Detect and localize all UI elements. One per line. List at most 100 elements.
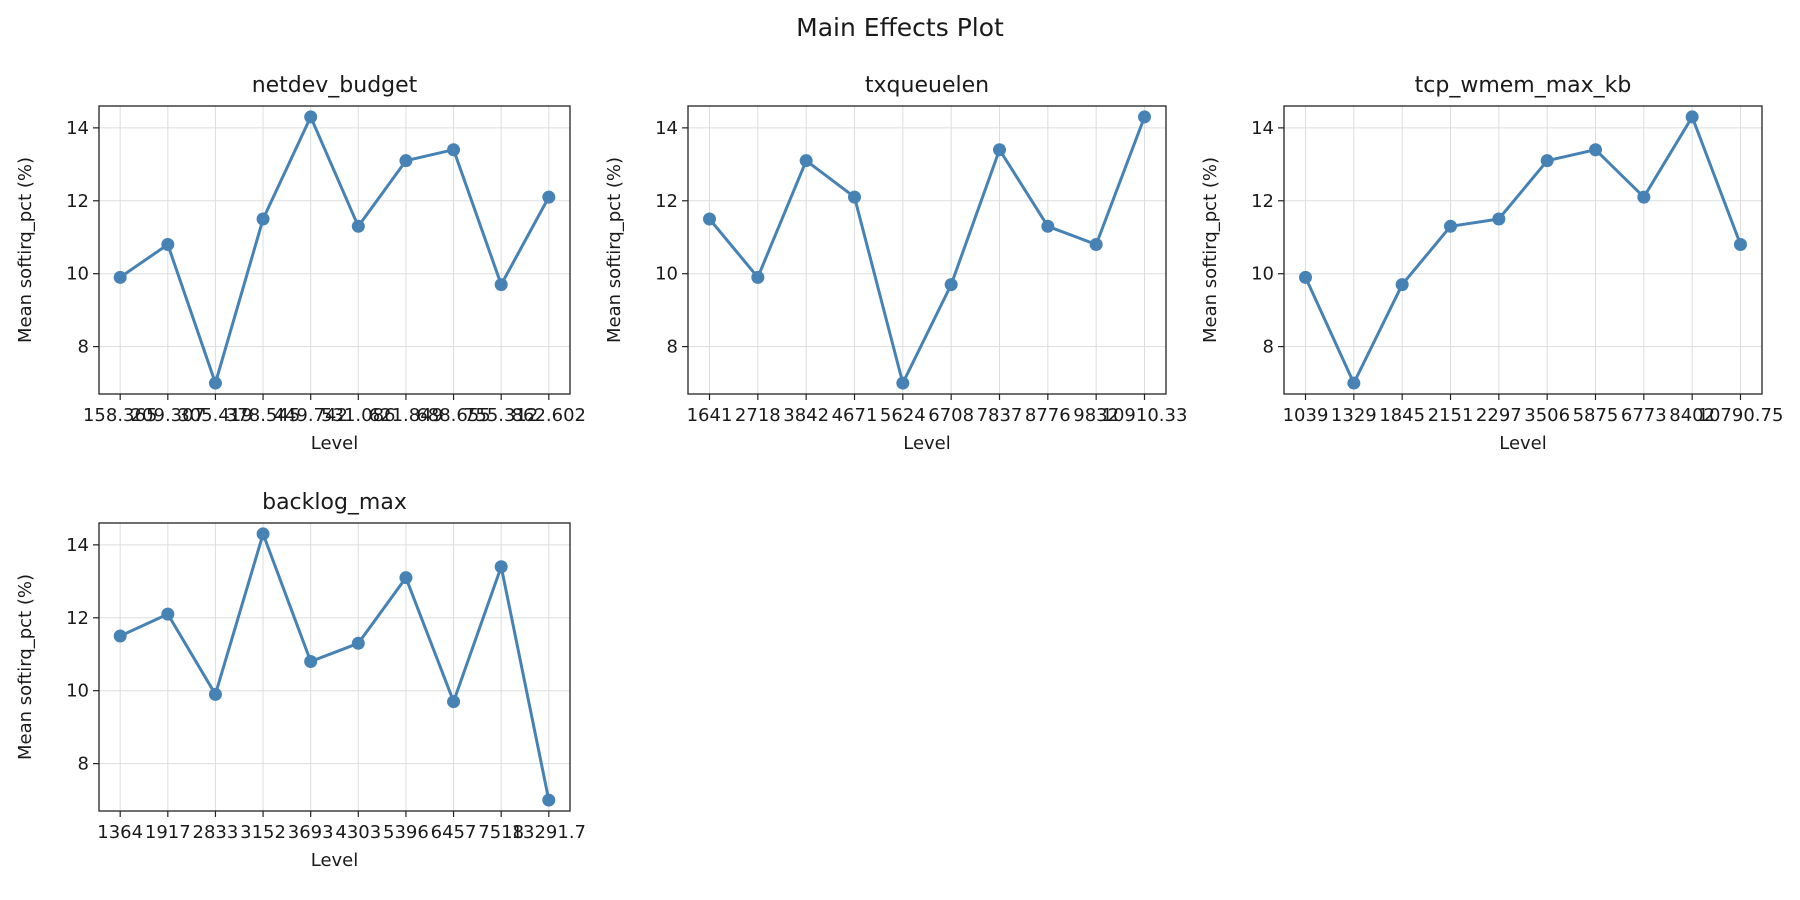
data-point	[1041, 219, 1055, 233]
series-line	[119, 115, 551, 385]
x-tick-label: 6773	[1621, 405, 1667, 426]
x-tick-label: 1641	[687, 405, 733, 426]
x-tick-label: 621.849	[369, 405, 443, 426]
x-tick-label: 1917	[145, 822, 191, 843]
x-tick-label: 378.545	[226, 405, 300, 426]
x-axis-label: Level	[311, 433, 359, 454]
plot-frame	[98, 105, 571, 395]
data-point	[494, 278, 508, 292]
subplot-1: 8 10 12 14 158.365209.307305.419378.545449.7…	[15, 73, 586, 454]
x-tick-label: 209.307	[131, 405, 205, 426]
x-tick-label: 2833	[193, 822, 239, 843]
x-tick-label: 2151	[1428, 405, 1474, 426]
data-point	[399, 154, 413, 168]
data-point	[208, 376, 222, 390]
data-point	[494, 560, 508, 574]
x-tick-label: 305.419	[178, 405, 252, 426]
data-point	[351, 219, 365, 233]
y-tick-label: 10	[66, 264, 89, 285]
x-axis-label: Level	[903, 433, 951, 454]
data-point	[1492, 212, 1506, 226]
series-line	[708, 116, 1146, 385]
x-tick-label: 3152	[240, 822, 286, 843]
x-tick-label: 1364	[97, 822, 143, 843]
data-point	[1685, 110, 1699, 124]
series-line	[119, 532, 551, 801]
x-tick-label: 2718	[735, 405, 781, 426]
y-axis-label: Mean softirq_pct (%)	[15, 157, 36, 343]
data-point	[1137, 110, 1151, 124]
x-tick-label: 5396	[383, 822, 429, 843]
subplot-4: 8 10 12 14 1364 1917 2833 3152 3693 4303 5396 6457 7…	[15, 490, 586, 871]
y-tick-label: 12	[66, 191, 89, 212]
data-point	[944, 278, 958, 292]
x-tick-label: 688.655	[416, 405, 490, 426]
data-point	[1637, 190, 1651, 204]
data-point	[447, 695, 461, 709]
data-point	[161, 607, 175, 621]
data-point	[399, 571, 413, 585]
y-tick-label: 10	[655, 264, 678, 285]
y-tick-label: 8	[667, 337, 678, 358]
y-axis-label: Mean softirq_pct (%)	[1200, 157, 1221, 343]
subplot-title: txqueuelen	[865, 73, 989, 98]
x-tick-label: 3693	[288, 822, 334, 843]
y-tick-label: 8	[78, 337, 89, 358]
y-tick-label: 10	[66, 681, 89, 702]
x-tick-label: 10910.33	[1102, 405, 1188, 426]
y-axis-label: Mean softirq_pct (%)	[15, 574, 36, 760]
x-tick-label: 6708	[928, 405, 974, 426]
x-tick-label: 8776	[1025, 405, 1071, 426]
x-tick-label: 10790.75	[1698, 405, 1784, 426]
data-point	[113, 270, 127, 284]
data-point	[447, 143, 461, 157]
data-point	[542, 190, 556, 204]
y-tick-label: 8	[1263, 337, 1274, 358]
x-tick-label: 158.365	[83, 405, 157, 426]
y-tick-label: 14	[66, 118, 89, 139]
x-tick-label: 8402	[1669, 405, 1715, 426]
x-tick-label: 13291.7	[512, 822, 586, 843]
data-point	[1395, 278, 1409, 292]
data-point	[161, 238, 175, 252]
x-tick-label: 7518	[478, 822, 524, 843]
y-tick-label: 12	[655, 191, 678, 212]
data-point	[1299, 270, 1313, 284]
x-tick-label: 5624	[880, 405, 926, 426]
y-tick-label: 8	[78, 754, 89, 775]
y-tick-label: 14	[66, 535, 89, 556]
x-tick-label: 449.742	[273, 405, 347, 426]
x-tick-label: 5875	[1573, 405, 1619, 426]
x-tick-label: 6457	[431, 822, 477, 843]
y-axis-label: Mean softirq_pct (%)	[604, 157, 625, 343]
x-axis-label: Level	[311, 850, 359, 871]
plot-frame	[687, 105, 1167, 395]
x-tick-label: 7837	[977, 405, 1023, 426]
x-axis-label: Level	[1499, 433, 1547, 454]
x-tick-label: 1329	[1331, 405, 1377, 426]
data-point	[113, 629, 127, 643]
y-tick-label: 14	[1251, 118, 1274, 139]
data-point	[1588, 143, 1602, 157]
data-point	[751, 270, 765, 284]
x-tick-label: 1845	[1379, 405, 1425, 426]
plot-frame	[1283, 105, 1763, 395]
data-point	[542, 793, 556, 807]
y-tick-label: 12	[1251, 191, 1274, 212]
subplot-title: netdev_budget	[252, 73, 418, 98]
x-tick-label: 2297	[1476, 405, 1522, 426]
data-point	[1540, 154, 1554, 168]
x-tick-label: 531.086	[321, 405, 395, 426]
x-tick-label: 3842	[783, 405, 829, 426]
x-tick-label: 3506	[1524, 405, 1570, 426]
data-point	[1733, 238, 1747, 252]
subplot-3: 8 10 12 14 1039 1329 1845 2151 2297 3506 5875 6773 8…	[1200, 73, 1783, 454]
data-point	[208, 687, 222, 701]
data-point	[799, 154, 813, 168]
data-point	[896, 376, 910, 390]
data-point	[1347, 376, 1361, 390]
y-tick-label: 10	[1251, 264, 1274, 285]
data-point	[351, 636, 365, 650]
data-point	[848, 190, 862, 204]
